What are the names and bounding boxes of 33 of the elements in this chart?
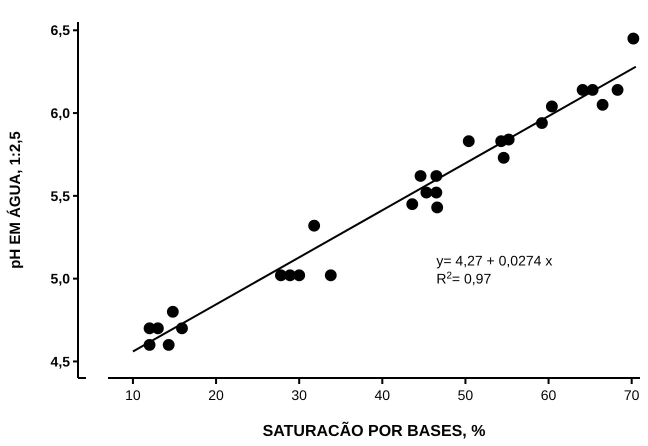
x-tick-label: 50	[458, 387, 474, 403]
x-tick-label: 70	[624, 387, 640, 403]
y-axis-title: pH EM ÁGUA, 1:2,5	[6, 131, 24, 269]
y-tick-label: 5,0	[50, 270, 70, 287]
point	[430, 186, 442, 198]
point	[596, 98, 609, 111]
point	[627, 32, 640, 44]
point	[431, 202, 444, 214]
point	[293, 269, 306, 282]
point	[462, 135, 475, 148]
point	[162, 338, 175, 351]
y-tick-label: 6,0	[50, 104, 70, 121]
y-tick-label: 6,5	[50, 22, 70, 38]
x-tick-label: 10	[125, 387, 141, 403]
point	[498, 152, 510, 164]
point	[414, 170, 426, 182]
point	[308, 220, 320, 232]
point	[612, 84, 624, 96]
x-tick-label: 20	[208, 387, 224, 403]
x-tick-label: 40	[374, 387, 390, 403]
x-tick-label: 30	[291, 387, 308, 403]
y-tick-label: 5,5	[50, 188, 70, 204]
point	[420, 186, 432, 198]
x-tick-label: 60	[540, 387, 557, 403]
point	[166, 306, 179, 318]
point	[324, 269, 337, 282]
annotation: y= 4,27 + 0,0274 x	[436, 252, 552, 268]
x-axis-title: SATURACÃO POR BASES, %	[262, 421, 486, 440]
point	[406, 198, 418, 210]
y-tick-label: 4,5	[50, 353, 70, 370]
point	[546, 100, 558, 112]
annotation: R$^{2}$= 0,97	[436, 270, 492, 286]
point	[576, 84, 589, 96]
